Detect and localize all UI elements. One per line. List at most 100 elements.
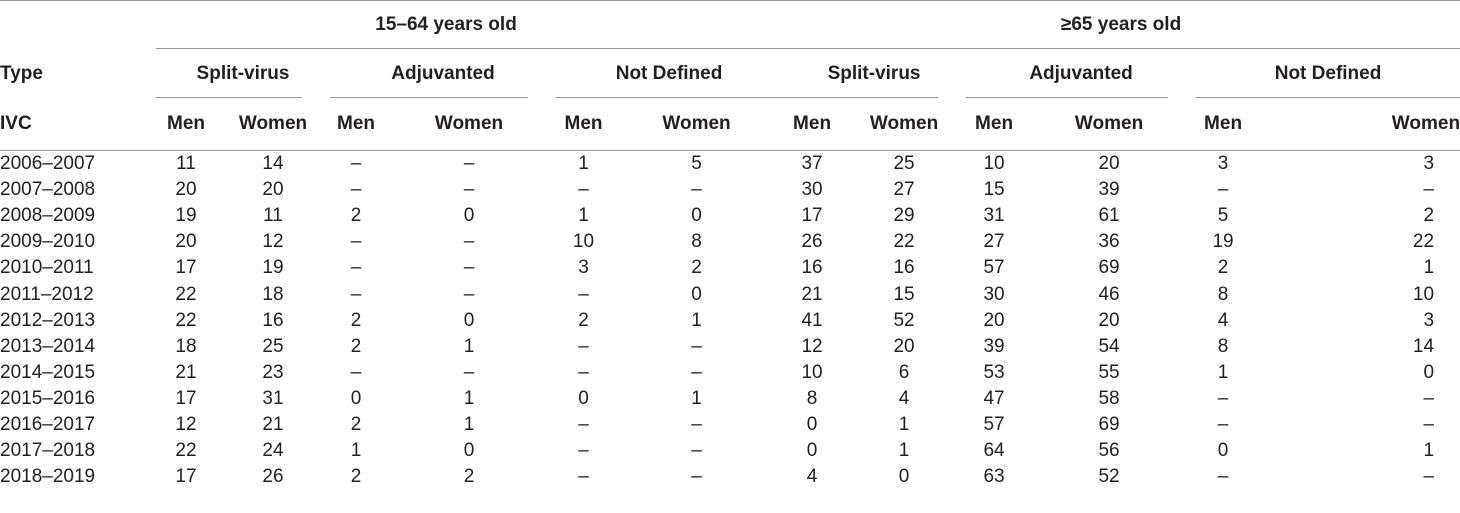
value-cell: 23 bbox=[262, 361, 284, 383]
value-cell: 15 bbox=[893, 283, 915, 305]
value-cell: 1 bbox=[898, 440, 910, 462]
value-cell: 57 bbox=[983, 257, 1005, 279]
value-cell: – bbox=[350, 231, 362, 253]
value-cell: 15 bbox=[983, 179, 1005, 201]
season-cell: 2010–2011 bbox=[0, 257, 94, 279]
value-cell: – bbox=[463, 361, 475, 383]
table-row: 2007–2008 20 20 – – – – 30 27 15 39 – – bbox=[0, 177, 1460, 203]
vaccine-type-label: Split-virus bbox=[827, 62, 921, 84]
value-cell: 20 bbox=[262, 179, 284, 201]
column-group-rule bbox=[156, 97, 302, 98]
value-cell: 0 bbox=[806, 440, 818, 462]
value-cell: 5 bbox=[691, 153, 702, 175]
value-cell: 19 bbox=[1212, 231, 1234, 253]
value-cell: 20 bbox=[175, 179, 197, 201]
vaccine-type-label: Not Defined bbox=[615, 62, 723, 84]
value-cell: 0 bbox=[463, 309, 475, 331]
value-cell: 16 bbox=[801, 257, 823, 279]
value-cell: 24 bbox=[262, 440, 284, 462]
value-cell: – bbox=[1217, 413, 1229, 435]
value-cell: 10 bbox=[801, 361, 823, 383]
value-cell: – bbox=[691, 413, 702, 435]
table-top-rule bbox=[0, 0, 1460, 1]
value-cell: 56 bbox=[1098, 440, 1120, 462]
value-cell: – bbox=[350, 361, 362, 383]
value-cell: – bbox=[691, 361, 702, 383]
vaccine-type-cell: Not Defined bbox=[556, 49, 783, 98]
value-cell: 2 bbox=[350, 413, 362, 435]
value-cell: 17 bbox=[175, 387, 197, 409]
season-cell: 2017–2018 bbox=[0, 440, 96, 462]
value-cell: 30 bbox=[801, 179, 823, 201]
value-cell: 22 bbox=[175, 440, 197, 462]
value-cell: 12 bbox=[801, 335, 823, 357]
sex-header: Men bbox=[337, 113, 375, 134]
value-cell: 20 bbox=[893, 335, 915, 357]
sex-header: Men bbox=[564, 113, 603, 134]
table-row: 2012–2013 22 16 2 0 2 1 41 52 20 20 4 3 bbox=[0, 308, 1460, 334]
value-cell: 31 bbox=[262, 387, 284, 409]
value-cell: 69 bbox=[1098, 413, 1120, 435]
value-cell: 0 bbox=[1423, 361, 1435, 383]
value-cell: 0 bbox=[691, 283, 702, 305]
value-cell: – bbox=[578, 440, 589, 462]
vaccine-type-cell: Adjuvanted bbox=[330, 49, 556, 98]
table-row: 2018–2019 17 26 2 2 – – 4 0 63 52 – – bbox=[0, 464, 1460, 490]
age-group-header-row: 15–64 years old ≥65 years old bbox=[0, 1, 1460, 49]
value-cell: 20 bbox=[983, 309, 1005, 331]
value-cell: 8 bbox=[806, 387, 818, 409]
value-cell: 0 bbox=[578, 387, 589, 409]
vaccine-type-cell: Split-virus bbox=[782, 49, 966, 98]
value-cell: 22 bbox=[175, 309, 197, 331]
value-cell: 3 bbox=[1217, 153, 1229, 175]
vaccine-type-header-row: Type Split-virus Adjuvanted Not Defined … bbox=[0, 49, 1460, 98]
value-cell: 3 bbox=[578, 257, 589, 279]
value-cell: – bbox=[1423, 387, 1435, 409]
table-body: 2006–2007 11 14– –1 5 37 25 10 20 3 3 2007–2008 20 20… bbox=[0, 151, 1460, 491]
column-group-rule bbox=[556, 97, 783, 98]
value-cell: 47 bbox=[983, 387, 1005, 409]
value-cell: 2 bbox=[350, 205, 362, 227]
value-cell: 30 bbox=[983, 283, 1005, 305]
value-cell: – bbox=[350, 257, 362, 279]
value-cell: – bbox=[1217, 466, 1229, 488]
value-cell: 1 bbox=[1423, 257, 1435, 279]
value-cell: 1 bbox=[1217, 361, 1229, 383]
value-cell: 1 bbox=[463, 413, 475, 435]
value-cell: – bbox=[578, 413, 589, 435]
value-cell: 0 bbox=[691, 205, 702, 227]
column-group-rule bbox=[330, 97, 528, 98]
value-cell: – bbox=[578, 179, 589, 201]
value-cell: – bbox=[691, 466, 702, 488]
value-cell: 69 bbox=[1098, 257, 1120, 279]
value-cell: 1 bbox=[463, 387, 475, 409]
sex-header: Men bbox=[1204, 113, 1243, 134]
sex-header: Women bbox=[869, 113, 939, 134]
value-cell: 3 bbox=[1423, 309, 1435, 331]
value-cell: 0 bbox=[463, 205, 475, 227]
sex-header: Men bbox=[793, 113, 832, 134]
value-cell: 1 bbox=[350, 440, 362, 462]
value-cell: 21 bbox=[175, 361, 197, 383]
empty-corner bbox=[0, 1, 156, 49]
value-cell: 55 bbox=[1098, 361, 1120, 383]
value-cell: 20 bbox=[1098, 309, 1120, 331]
value-cell: 16 bbox=[262, 309, 284, 331]
sex-header: Women bbox=[238, 113, 308, 134]
season-cell: 2016–2017 bbox=[0, 413, 96, 435]
season-cell: 2009–2010 bbox=[0, 231, 96, 253]
value-cell: 2 bbox=[1217, 257, 1229, 279]
value-cell: 3 bbox=[1423, 153, 1435, 175]
value-cell: 4 bbox=[806, 466, 818, 488]
value-cell: 22 bbox=[893, 231, 915, 253]
value-cell: – bbox=[463, 257, 475, 279]
value-cell: 25 bbox=[262, 335, 284, 357]
value-cell: – bbox=[1423, 466, 1435, 488]
value-cell: – bbox=[578, 466, 589, 488]
value-cell: 17 bbox=[175, 257, 197, 279]
value-cell: 29 bbox=[893, 205, 915, 227]
value-cell: 25 bbox=[893, 153, 915, 175]
value-cell: 1 bbox=[1423, 440, 1435, 462]
season-cell: 2006–2007 bbox=[0, 153, 96, 175]
column-group-rule bbox=[782, 97, 939, 98]
